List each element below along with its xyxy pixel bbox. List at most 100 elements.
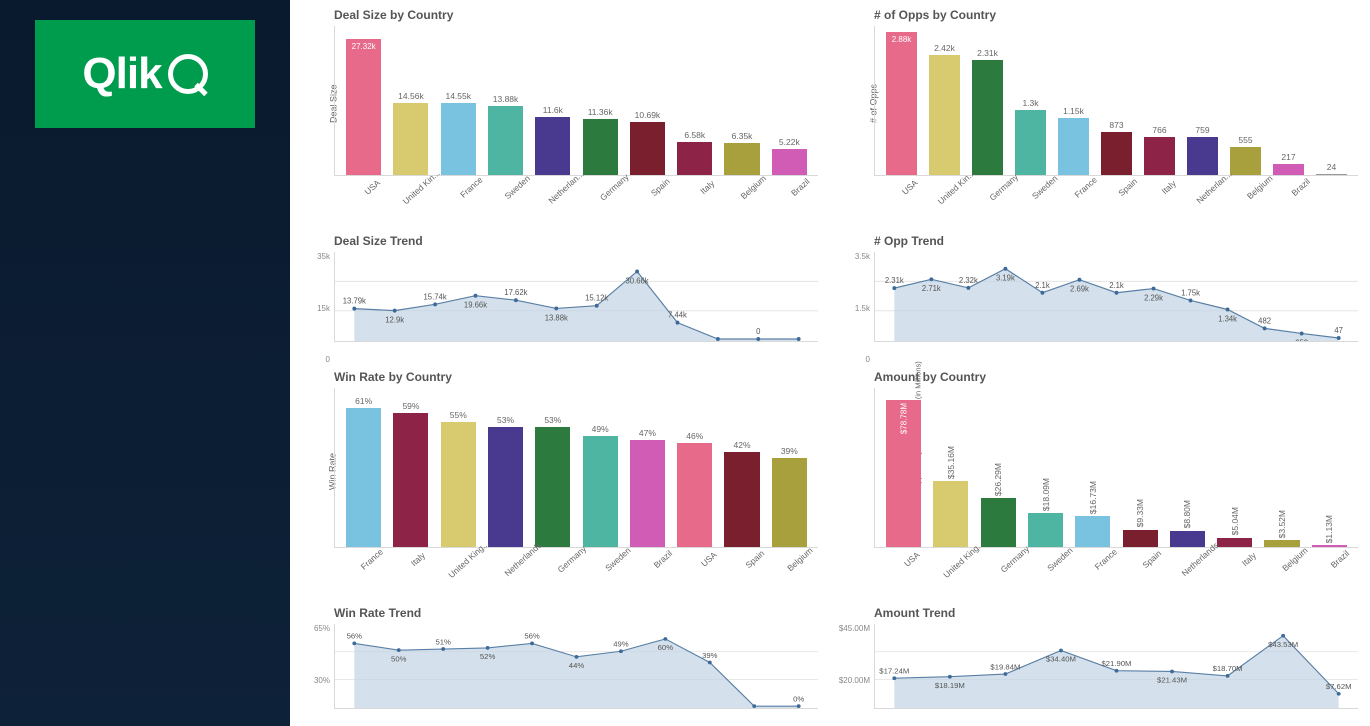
bar-rect[interactable] [933,481,968,547]
svg-text:$43.53M: $43.53M [1268,640,1298,649]
bar-rect[interactable] [583,119,618,175]
svg-text:2.71k: 2.71k [922,284,941,293]
bar-rect[interactable] [346,408,381,547]
bar[interactable]: 47% [627,388,668,547]
bar[interactable]: 14.55k [438,26,479,175]
bar-rect[interactable] [772,458,807,547]
bar[interactable]: 2.88k [883,26,920,175]
dashboard-main: Deal Size by Country Deal Size 27.32k14.… [290,0,1370,726]
panel-title: Win Rate Trend [334,606,818,620]
area-chart[interactable]: $17.24M$18.19M$19.84M$34.40M$21.90M$21.4… [874,624,1358,709]
bar[interactable]: $78.78M [883,388,924,547]
bar-rect[interactable] [583,436,618,547]
bar[interactable]: $35.16M [930,388,971,547]
bar[interactable]: 39% [769,388,810,547]
bar-rect[interactable]: 27.32k [346,39,381,175]
bar-rect[interactable] [535,427,570,547]
bar[interactable]: 1.3k [1012,26,1049,175]
bar-rect[interactable] [981,498,1016,547]
bar[interactable]: 55% [438,388,479,547]
bar[interactable]: 24 [1313,26,1350,175]
svg-text:60%: 60% [658,643,674,652]
bar[interactable]: 49% [579,388,620,547]
bar[interactable]: 14.56k [390,26,431,175]
panel-amount-trend[interactable]: Amount Trend $45.00M$20.00M$0.00 $17.24M… [874,606,1358,726]
bar-value-label: $16.73M [1088,481,1098,514]
bar[interactable]: $8.80M [1167,388,1208,547]
bar[interactable]: 46% [674,388,715,547]
svg-text:13.88k: 13.88k [545,313,568,322]
bar-rect[interactable] [724,452,759,547]
bar-rect[interactable]: 2.88k [886,32,917,175]
bar-value-label: $78.78M [899,403,908,434]
bar[interactable]: 873 [1098,26,1135,175]
bar-rect[interactable] [393,413,428,547]
bar[interactable]: 6.35k [721,26,762,175]
bar[interactable]: $3.52M [1261,388,1302,547]
svg-text:7.44k: 7.44k [668,311,687,320]
panel-win-rate-trend[interactable]: Win Rate Trend 65%30%0% 56%50%51%52%56%4… [334,606,818,726]
panel-deal-size-country[interactable]: Deal Size by Country Deal Size 27.32k14.… [334,8,818,228]
svg-text:52%: 52% [480,652,496,661]
bar[interactable]: 42% [721,388,762,547]
area-chart[interactable]: 56%50%51%52%56%44%49%60%39%0%0% [334,624,818,709]
bar-value-label: 6.35k [732,131,753,141]
bar[interactable]: 13.88k [485,26,526,175]
panel-opps-country[interactable]: # of Opps by Country # of Opps 2.88k2.42… [874,8,1358,228]
panel-amount-country[interactable]: Amount by Country Opportunity Amount - W… [874,370,1358,600]
bar-rect[interactable] [677,443,712,547]
bar-rect[interactable] [972,60,1003,175]
bar[interactable]: 11.36k [579,26,620,175]
area-chart[interactable]: 13.79k12.9k15.74k19.66k17.62k13.88k15.12… [334,252,818,342]
bar-rect[interactable]: $78.78M [886,400,921,547]
bar[interactable]: 53% [485,388,526,547]
panel-deal-size-trend[interactable]: Deal Size Trend 35k15k0 13.79k12.9k15.74… [334,234,818,364]
bar-rect[interactable] [630,440,665,547]
bar[interactable]: 2.31k [969,26,1006,175]
bar[interactable]: 59% [390,388,431,547]
bar-rect[interactable] [488,427,523,547]
bar-rect[interactable] [929,55,960,175]
bar[interactable]: $16.73M [1072,388,1113,547]
bar-chart[interactable]: 2.88k 2.42k2.31k1.3k1.15k873766759555217 2… [874,26,1358,176]
bar[interactable]: 27.32k [343,26,384,175]
bar-value-label: 24 [1327,162,1336,172]
bar[interactable]: $5.04M [1214,388,1255,547]
bar[interactable]: 6.58k [674,26,715,175]
bar[interactable]: 5.22k [769,26,810,175]
bar[interactable]: $18.09M [1025,388,1066,547]
bar-value-label: 14.55k [445,91,471,101]
bar[interactable]: 1.15k [1055,26,1092,175]
bar[interactable]: 53% [532,388,573,547]
panel-opp-trend[interactable]: # Opp Trend 3.5k1.5k0 2.31k2.71k2.32k3.1… [874,234,1358,364]
svg-text:44%: 44% [569,661,585,670]
bar[interactable]: 10.69k [627,26,668,175]
x-axis-labels: USAUnited Kin...GermanySwedenFranceSpain… [874,176,1358,216]
bar[interactable]: 759 [1184,26,1221,175]
bar-value-label: $18.09M [1041,478,1051,511]
bar[interactable]: $26.29M [978,388,1019,547]
bar[interactable]: 555 [1227,26,1264,175]
svg-text:2.29k: 2.29k [1144,293,1163,302]
bar[interactable]: 11.6k [532,26,573,175]
bar-rect[interactable] [441,422,476,547]
bar-chart[interactable]: 61%59%55%53%53%49%47%46%42%39% [334,388,818,548]
bar-value-label: 61% [355,396,372,406]
svg-text:1.34k: 1.34k [1218,314,1237,323]
bar[interactable]: $9.33M [1119,388,1160,547]
sidebar: Qlik [0,0,290,726]
bar[interactable]: 61% [343,388,384,547]
bar-rect[interactable] [441,103,476,175]
bar-rect[interactable] [1015,110,1046,175]
bar[interactable]: $1.13M [1309,388,1350,547]
bar-chart[interactable]: 27.32k 14.56k 14.55k 13.88k11.6k11.36k10.69… [334,26,818,176]
bar-chart[interactable]: $78.78M $35.16M$26.29M $18.09M $16.73M $9.33… [874,388,1358,548]
panel-title: # Opp Trend [874,234,1358,248]
bar[interactable]: 766 [1141,26,1178,175]
y-tick-label: 30% [314,676,330,685]
area-chart[interactable]: 2.31k2.71k2.32k3.19k2.1k2.69k2.1k2.29k1.… [874,252,1358,342]
bar[interactable]: 217 [1270,26,1307,175]
bar[interactable]: 2.42k [926,26,963,175]
panel-win-rate-country[interactable]: Win Rate by Country Win Rate 61%59%55%53… [334,370,818,600]
svg-text:2.1k: 2.1k [1035,281,1050,290]
